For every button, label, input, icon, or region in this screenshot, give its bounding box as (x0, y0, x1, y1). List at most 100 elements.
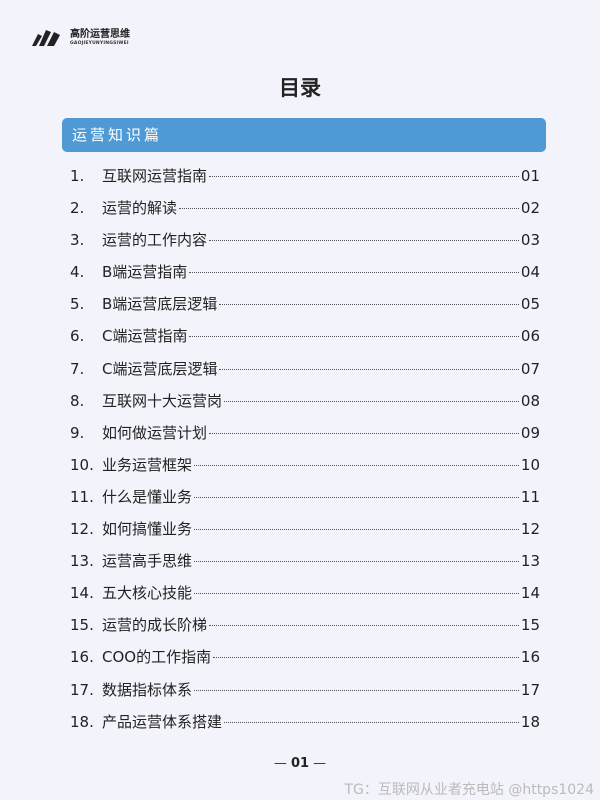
watermark: TG：互联网从业者充电站 @https1024 (344, 782, 594, 798)
toc-number: 9. (70, 423, 85, 442)
toc-item[interactable]: 1. 互联网运营指南 01 (70, 163, 540, 195)
toc-leader (224, 400, 519, 402)
toc-item[interactable]: 15. 运营的成长阶梯 15 (70, 612, 540, 644)
page-title: 目录 (279, 76, 321, 100)
toc-leader (194, 593, 519, 595)
toc-number: 3. (70, 231, 85, 250)
toc-item[interactable]: 3. 运营的工作内容 03 (70, 227, 540, 259)
toc-item[interactable]: 13. 运营高手思维 13 (70, 548, 540, 580)
toc-label: B端运营指南 (102, 263, 188, 282)
toc-page: 12 (520, 520, 540, 539)
toc-page: 04 (520, 263, 540, 282)
toc-leader (179, 208, 519, 210)
toc-label: 业务运营框架 (102, 455, 193, 474)
toc-page: 07 (520, 359, 540, 378)
toc-label: 五大核心技能 (102, 584, 193, 603)
toc-page: 03 (520, 231, 540, 250)
toc-label: 数据指标体系 (102, 680, 193, 699)
toc-number: 13. (70, 552, 94, 571)
toc-number: 11. (70, 487, 94, 506)
toc-page: 01 (520, 167, 540, 185)
toc-label: B端运营底层逻辑 (102, 295, 218, 314)
toc-page: 17 (520, 680, 540, 699)
toc-item[interactable]: 18. 产品运营体系搭建 18 (70, 709, 540, 741)
toc-leader (194, 529, 519, 531)
logo-mark-icon (32, 30, 60, 46)
toc-number: 14. (70, 584, 94, 603)
toc-leader (209, 176, 519, 177)
toc-page: 14 (520, 584, 540, 603)
toc-item[interactable]: 4. B端运营指南 04 (70, 259, 540, 291)
toc-number: 8. (70, 391, 85, 410)
toc-item[interactable]: 10. 业务运营框架 10 (70, 452, 540, 484)
toc-number: 12. (70, 520, 94, 539)
toc-item[interactable]: 9. 如何做运营计划 09 (70, 420, 540, 452)
toc-label: 什么是懂业务 (102, 487, 193, 506)
toc-number: 17. (70, 680, 94, 699)
toc-label: 运营的成长阶梯 (102, 616, 208, 635)
toc-leader (209, 240, 519, 242)
toc-leader (194, 464, 519, 466)
toc-number: 4. (70, 263, 85, 282)
toc-page: 16 (520, 648, 540, 667)
toc-number: 1. (70, 167, 85, 185)
toc-item[interactable]: 8. 互联网十大运营岗 08 (70, 388, 540, 420)
page-number-value: 01 (290, 756, 310, 771)
toc-number: 18. (70, 712, 94, 731)
toc-leader (209, 625, 519, 627)
toc-page: 13 (520, 552, 540, 571)
toc-leader (194, 496, 519, 498)
toc-label: 运营的解读 (102, 199, 178, 218)
toc-leader (219, 304, 519, 306)
toc-leader (219, 368, 519, 370)
toc-number: 2. (70, 199, 85, 218)
toc-label: C端运营指南 (102, 327, 188, 346)
toc-number: 16. (70, 648, 94, 667)
toc-item[interactable]: 7. C端运营底层逻辑 07 (70, 356, 540, 388)
toc-page: 02 (520, 199, 540, 218)
toc-page: 10 (520, 455, 540, 474)
toc-label: 运营的工作内容 (102, 231, 208, 250)
toc-item[interactable]: 2. 运营的解读 02 (70, 195, 540, 227)
toc-page: 15 (520, 616, 540, 635)
toc-number: 10. (70, 455, 94, 474)
toc-item[interactable]: 14. 五大核心技能 14 (70, 580, 540, 612)
toc-leader (194, 689, 519, 691)
toc-label: 如何做运营计划 (102, 423, 208, 442)
toc-item[interactable]: 17. 数据指标体系 17 (70, 677, 540, 709)
toc-label: 运营高手思维 (102, 552, 193, 571)
toc-label: C端运营底层逻辑 (102, 359, 218, 378)
toc-number: 15. (70, 616, 94, 635)
toc-item[interactable]: 11. 什么是懂业务 11 (70, 484, 540, 516)
toc-leader (209, 432, 519, 434)
toc-page: 18 (520, 712, 540, 731)
toc-leader (189, 336, 519, 338)
toc-label: 如何搞懂业务 (102, 520, 193, 539)
toc-item[interactable]: 16. COO的工作指南 16 (70, 644, 540, 676)
toc-leader (194, 561, 519, 563)
toc-leader (213, 657, 519, 659)
toc-page: 06 (520, 327, 540, 346)
toc-number: 7. (70, 359, 85, 378)
toc-page: 08 (520, 391, 540, 410)
toc-page: 11 (520, 487, 540, 506)
toc-list: 1. 互联网运营指南 01 2. 运营的解读 02 3. 运营的工作内容 03 4. B端运营指南 0… (70, 163, 540, 741)
toc-page: 05 (520, 295, 540, 314)
toc-item[interactable]: 12. 如何搞懂业务 12 (70, 516, 540, 548)
toc-number: 6. (70, 327, 85, 346)
toc-page: 09 (520, 423, 540, 442)
toc-item[interactable]: 6. C端运营指南 06 (70, 323, 540, 355)
toc-label: 互联网运营指南 (102, 167, 208, 185)
toc-label: 产品运营体系搭建 (102, 712, 223, 731)
toc-label: COO的工作指南 (102, 648, 212, 667)
toc-number: 5. (70, 295, 85, 314)
section-header: 运营知识篇 (62, 118, 546, 152)
logo: 高阶运营思维 GAOJIEYUNYINGSIWEI (30, 26, 130, 48)
brand-name: 高阶运营思维 (70, 28, 130, 40)
toc-item[interactable]: 5. B端运营底层逻辑 05 (70, 291, 540, 323)
brand-subtitle: GAOJIEYUNYINGSIWEI (70, 40, 129, 46)
toc-label: 互联网十大运营岗 (102, 391, 223, 410)
page-number: — 01 — (273, 756, 327, 771)
toc-leader (189, 272, 519, 274)
